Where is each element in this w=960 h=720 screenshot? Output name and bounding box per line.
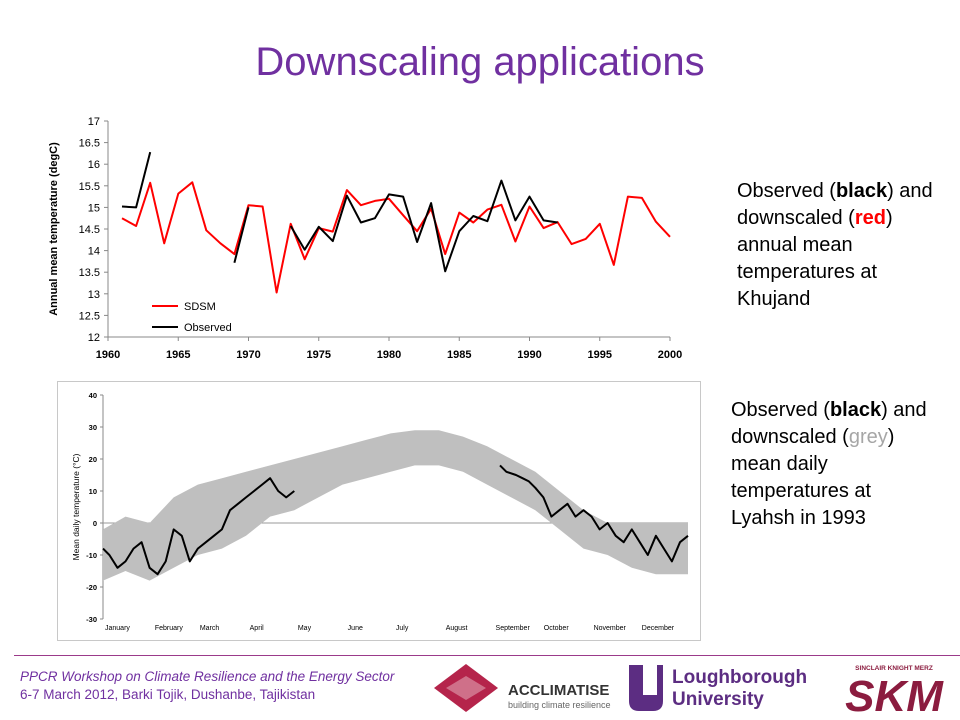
y-tick-label: 12.5 [79, 310, 100, 322]
y-axis-label: Mean daily temperature (°C) [71, 453, 81, 560]
x-tick-label: October [544, 625, 570, 632]
acclimatise-logo: ACCLIMATISE building climate resilience [434, 664, 611, 712]
x-tick-label: 1960 [96, 349, 120, 361]
caption-bottom-mid: ) and downscaled ( [731, 399, 927, 448]
x-tick-label: 1975 [307, 349, 331, 361]
annual-mean-temperature-chart: 12 12.5 13 13.5 14 14.5 15 15.5 16 16.5 17 1960 1965… [48, 116, 682, 361]
acclimatise-diamond-icon [434, 664, 498, 712]
x-tick-label: December [642, 625, 675, 632]
skm-small-text: SINCLAIR KNIGHT MERZ [855, 665, 933, 672]
x-tick-label: 1965 [166, 349, 190, 361]
y-tick-label: -30 [86, 615, 97, 624]
caption-bottom-pre: Observed ( [731, 399, 830, 421]
y-tick-label: 10 [89, 487, 97, 496]
acclimatise-name: ACCLIMATISE [508, 682, 609, 699]
grey-band-area [103, 430, 688, 581]
caption-top: Observed (black) and downscaled (red) an… [737, 178, 947, 313]
caption-bottom-post: ) mean daily temperatures at Lyahsh in 1… [731, 426, 895, 529]
loughborough-logo: Loughborough University [629, 665, 807, 711]
y-tick-label: 20 [89, 455, 97, 464]
legend-label-observed: Observed [184, 322, 232, 334]
y-tick-label: -20 [86, 583, 97, 592]
x-tick-label: 1985 [447, 349, 471, 361]
daily-temperature-chart: 40 30 20 10 0 -10 -20 -30 Mean daily temperature… [57, 381, 701, 641]
y-tick-label: 0 [93, 519, 97, 528]
footer-text: PPCR Workshop on Climate Resilience and … [20, 668, 394, 704]
caption-top-red: red [854, 207, 886, 229]
x-tick-label: March [200, 625, 220, 632]
y-tick-label: 16.5 [79, 138, 100, 150]
x-tick-label: 1990 [517, 349, 541, 361]
y-tick-label: 13.5 [79, 267, 100, 279]
skm-wordmark: SKM [845, 672, 944, 716]
skm-logo: SINCLAIR KNIGHT MERZ SKM [845, 665, 944, 716]
x-tick-label: July [396, 625, 409, 632]
x-tick-label: 1970 [236, 349, 260, 361]
caption-bottom-black: black [829, 399, 882, 421]
caption-bottom: Observed (black) and downscaled (grey) m… [731, 397, 936, 532]
x-tick-label: February [155, 625, 184, 632]
y-axis-label: Annual mean temperature (degC) [48, 142, 60, 316]
footer-line1: PPCR Workshop on Climate Resilience and … [20, 669, 395, 684]
loughborough-shield-icon [629, 665, 663, 711]
caption-top-post: ) annual mean temperatures at Khujand [737, 207, 893, 310]
y-tick-label: 17 [88, 116, 100, 128]
footer-rule [14, 655, 960, 656]
caption-top-pre: Observed ( [737, 180, 836, 202]
x-tick-label: January [105, 625, 130, 632]
x-tick-label: May [298, 625, 312, 632]
y-tick-label: 15 [88, 202, 100, 214]
loughborough-line1: Loughborough [672, 667, 807, 688]
x-tick-label: June [348, 625, 363, 632]
x-tick-label: September [496, 625, 531, 632]
series-line-sdsm [121, 181, 671, 294]
x-tick-label: November [594, 625, 627, 632]
acclimatise-tagline: building climate resilience [508, 700, 611, 710]
slide-title: Downscaling applications [255, 40, 705, 84]
caption-bottom-grey: grey [848, 426, 888, 448]
observed-daily-line [102, 464, 689, 576]
caption-top-mid: ) and downscaled ( [737, 180, 933, 229]
footer-line2: 6-7 March 2012, Barki Tojik, Dushanbe, T… [20, 687, 316, 702]
y-tick-label: 13 [88, 289, 100, 301]
legend-label-sdsm: SDSM [184, 301, 216, 313]
y-tick-label: 14 [88, 246, 100, 258]
y-tick-label: 12 [88, 332, 100, 344]
y-tick-label: 14.5 [79, 224, 100, 236]
y-tick-label: 15.5 [79, 181, 100, 193]
caption-top-black: black [835, 180, 888, 202]
y-tick-label: 16 [88, 159, 100, 171]
y-tick-label: 40 [89, 391, 97, 400]
y-tick-label: -10 [86, 551, 97, 560]
x-tick-label: April [250, 625, 264, 632]
y-tick-label: 30 [89, 423, 97, 432]
loughborough-line2: University [672, 689, 764, 710]
x-tick-label: 1995 [588, 349, 612, 361]
x-tick-label: 1980 [377, 349, 401, 361]
x-tick-label: 2000 [658, 349, 682, 361]
x-tick-label: August [446, 625, 468, 632]
